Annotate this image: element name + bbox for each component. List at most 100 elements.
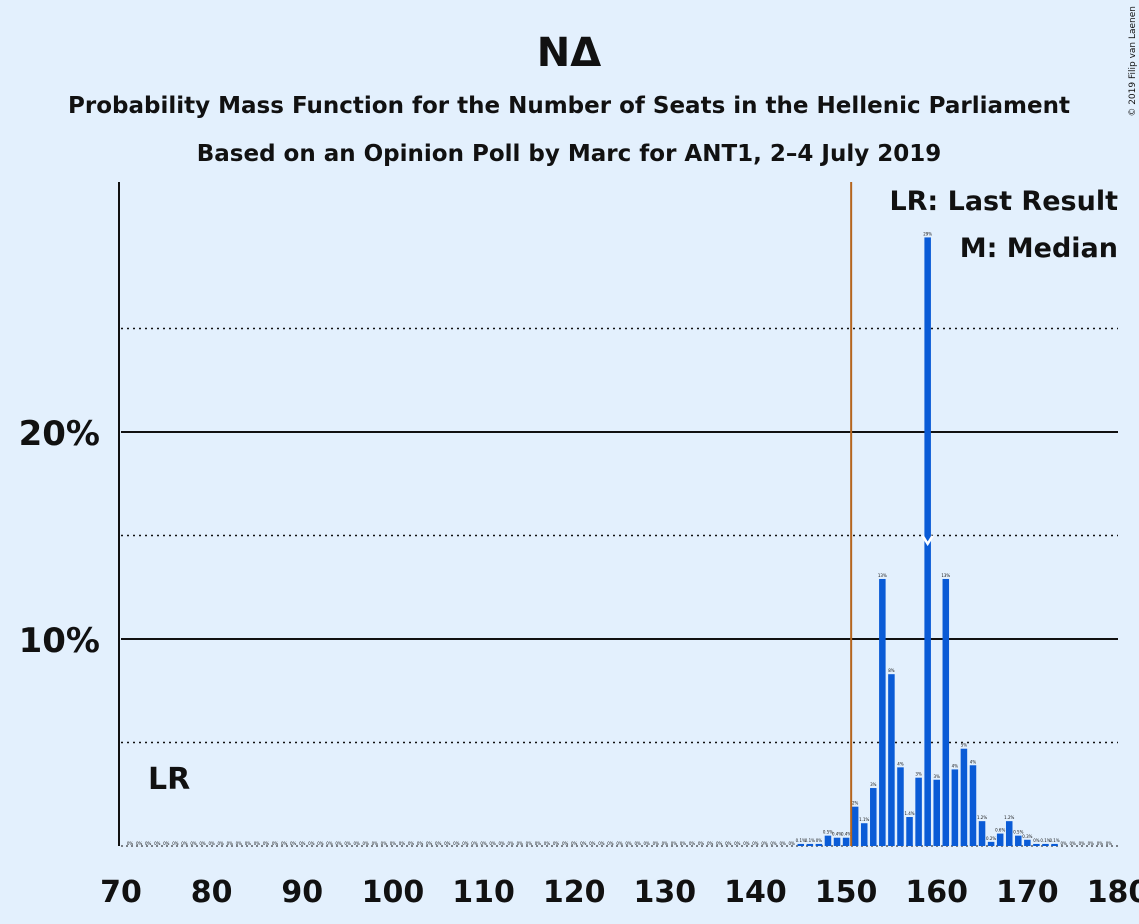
zero-bar-label: 0% [644,841,651,846]
legend-last-result: LR: Last Result [889,186,1118,217]
zero-bar-label: 0% [462,841,469,846]
zero-bar-label: 0% [154,841,161,846]
zero-bar-label: 0% [662,841,669,846]
zero-bar-label: 0% [272,841,279,846]
zero-bar-label: 0% [752,841,759,846]
zero-bar-label: 0% [517,841,524,846]
legend-median: M: Median [960,233,1118,264]
zero-bar-label: 0% [399,841,406,846]
bar-157 [906,817,913,846]
bar-label-158: 3% [915,772,922,777]
zero-bar-label: 0% [190,841,197,846]
bar-label-170: 0.3% [1022,834,1032,839]
bar-label-160: 3% [934,774,941,779]
zero-bar-label: 0% [363,841,370,846]
zero-bar-label: 0% [372,841,379,846]
zero-bar-label: 0% [580,841,587,846]
zero-bar-label: 0% [743,841,750,846]
bar-label-155: 8% [888,668,895,673]
bar-168 [1005,821,1013,846]
zero-bar-label: 0% [290,841,297,846]
bar-label-161: 13% [941,573,950,578]
zero-bar-label: 0% [716,841,723,846]
zero-bar-label: 0% [426,841,433,846]
zero-bar-label: 0% [163,841,170,846]
bar-label-154: 13% [878,573,887,578]
zero-bar-label: 0% [725,841,732,846]
zero-bar-label: 0% [1097,841,1104,846]
zero-bar-label: 0% [1070,841,1077,846]
x-tick-label: 100 [362,875,425,910]
bar-label-172: 0.1% [1040,838,1050,843]
zero-bar-label: 0% [453,841,460,846]
zero-bar-label: 0% [607,841,614,846]
x-tick-label: 110 [452,875,515,910]
bar-label-173: 0.1% [1049,838,1059,843]
zero-bar-label: 0% [616,841,623,846]
zero-bar-label: 0% [136,841,143,846]
bar-label-147: 0% [816,838,823,843]
bar-160 [933,779,940,846]
zero-bar-label: 0% [562,841,569,846]
zero-bar-label: 0% [263,841,270,846]
x-tick-label: 140 [724,875,787,910]
zero-bar-label: 0% [326,841,333,846]
zero-bar-label: 0% [1106,841,1113,846]
x-tick-label: 150 [815,875,878,910]
copyright-text: © 2019 Filip van Laenen [1128,6,1138,117]
zero-bar-label: 0% [390,841,397,846]
zero-bar-label: 0% [498,841,505,846]
zero-bar-label: 0% [317,841,324,846]
zero-bar-label: 0% [598,841,605,846]
zero-bar-label: 0% [408,841,415,846]
bar-166 [987,841,995,846]
bar-label-171: 0% [1033,838,1040,843]
bar-154 [879,578,886,846]
lr-label: LR [148,762,190,797]
zero-bar-label: 0% [281,841,288,846]
x-tick-label: 170 [996,875,1059,910]
x-tick-label: 120 [543,875,606,910]
bar-label-150: 0.4% [841,832,851,837]
bar-label-153: 3% [870,782,877,787]
zero-bar-label: 0% [734,841,741,846]
zero-bar-label: 0% [308,841,315,846]
x-tick-label: 70 [100,875,142,910]
zero-bar-label: 0% [335,841,342,846]
bar-165 [978,821,986,846]
bar-label-151: 2% [852,801,859,806]
bar-label-169: 0.5% [1013,830,1023,835]
zero-bar-label: 0% [172,841,179,846]
zero-bar-label: 0% [145,841,152,846]
bar-label-164: 4% [970,759,977,764]
zero-bar-label: 0% [1088,841,1095,846]
zero-bar-label: 0% [127,841,134,846]
zero-bar-label: 0% [254,841,261,846]
zero-bar-label: 0% [779,841,786,846]
zero-bar-label: 0% [1060,841,1067,846]
x-tick-label: 80 [191,875,233,910]
zero-bar-label: 0% [1079,841,1086,846]
bar-161 [942,578,950,846]
zero-bar-label: 0% [444,841,451,846]
zero-bar-label: 0% [471,841,478,846]
y-tick-label: 20% [19,414,100,454]
zero-bar-label: 0% [698,841,705,846]
bar-label-152: 1.1% [859,817,869,822]
median-marker [921,535,934,547]
bar-label-167: 0.6% [995,828,1005,833]
x-tick-label: 160 [905,875,968,910]
bar-label-163: 5% [961,743,968,748]
bar-value-labels: 0.1%0.1% 0%0.5%0.4%0.4%2%1.1%3%13%8%4%1.4… [796,231,1060,843]
zero-bar-label: 0% [208,841,215,846]
zero-bar-label: 0% [653,841,660,846]
bar-152 [860,823,868,846]
zero-bar-label: 0% [671,841,678,846]
bar-171 [1033,843,1040,846]
bar-156 [897,767,904,846]
zero-bar-label: 0% [353,841,360,846]
zero-bar-label: 0% [435,841,442,846]
zero-bar-label: 0% [571,841,578,846]
bar-label-159: 29% [923,231,932,236]
